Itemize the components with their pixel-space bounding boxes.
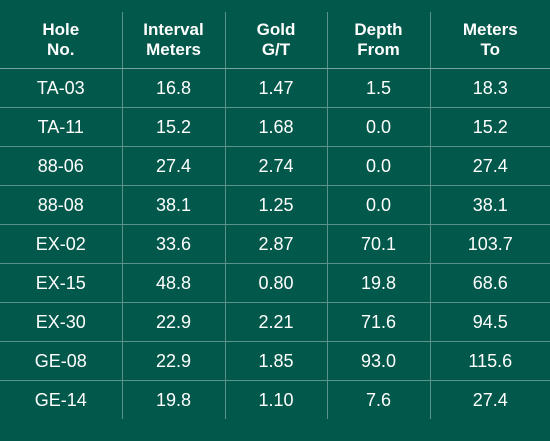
header-meters-to-line1: Meters [462, 20, 518, 39]
cell-meters-to: 94.5 [429, 302, 550, 342]
cell-depth-from: 0.0 [326, 185, 430, 225]
header-hole-no-line1: Hole [42, 20, 80, 39]
cell-hole-no: 88-06 [0, 146, 122, 186]
header-interval-meters-line1: Interval [143, 20, 204, 39]
cell-depth-from: 93.0 [326, 341, 430, 381]
cell-interval-meters: 16.8 [121, 68, 225, 108]
cell-interval-meters: 22.9 [121, 341, 225, 381]
cell-interval-meters: 38.1 [121, 185, 225, 225]
header-gold-gt: Gold G/T [224, 12, 327, 69]
cell-hole-no: TA-03 [0, 68, 122, 108]
table-row: EX-30 22.9 2.21 71.6 94.5 [0, 302, 550, 342]
cell-hole-no: EX-02 [0, 224, 122, 264]
table-row: GE-08 22.9 1.85 93.0 115.6 [0, 341, 550, 381]
cell-hole-no: TA-11 [0, 107, 122, 147]
cell-depth-from: 1.5 [326, 68, 430, 108]
cell-gold-gt: 2.87 [224, 224, 327, 264]
cell-interval-meters: 15.2 [121, 107, 225, 147]
cell-interval-meters: 27.4 [121, 146, 225, 186]
cell-gold-gt: 1.25 [224, 185, 327, 225]
cell-hole-no: GE-08 [0, 341, 122, 381]
cell-depth-from: 7.6 [326, 380, 430, 419]
table-row: 88-06 27.4 2.74 0.0 27.4 [0, 146, 550, 186]
cell-depth-from: 19.8 [326, 263, 430, 303]
table-row: EX-15 48.8 0.80 19.8 68.6 [0, 263, 550, 303]
header-depth-from-line1: Depth [354, 20, 403, 39]
header-gold-gt-line1: Gold [256, 20, 296, 39]
cell-hole-no: EX-30 [0, 302, 122, 342]
cell-meters-to: 68.6 [429, 263, 550, 303]
cell-gold-gt: 1.10 [224, 380, 327, 419]
cell-depth-from: 71.6 [326, 302, 430, 342]
cell-meters-to: 18.3 [429, 68, 550, 108]
table-row: GE-14 19.8 1.10 7.6 27.4 [0, 380, 550, 419]
cell-gold-gt: 2.74 [224, 146, 327, 186]
cell-depth-from: 70.1 [326, 224, 430, 264]
cell-gold-gt: 0.80 [224, 263, 327, 303]
cell-meters-to: 115.6 [429, 341, 550, 381]
cell-depth-from: 0.0 [326, 107, 430, 147]
header-gold-gt-line2: G/T [261, 40, 291, 59]
header-depth-from-line2: From [357, 40, 400, 59]
cell-meters-to: 15.2 [429, 107, 550, 147]
table-row: TA-03 16.8 1.47 1.5 18.3 [0, 68, 550, 108]
cell-hole-no: GE-14 [34, 389, 87, 410]
cell-meters-to: 103.7 [429, 224, 550, 264]
cell-gold-gt: 1.68 [224, 107, 327, 147]
cell-interval-meters: 19.8 [121, 380, 225, 419]
cell-hole-no: 88-08 [0, 185, 122, 225]
header-depth-from: Depth From [326, 12, 430, 69]
cell-gold-gt: 1.85 [224, 341, 327, 381]
table-body: TA-03 16.8 1.47 1.5 18.3 TA-11 15.2 1.68… [0, 68, 550, 419]
header-meters-to-line2: To [480, 40, 500, 59]
cell-depth-from: 0.0 [326, 146, 430, 186]
cell-interval-meters: 22.9 [121, 302, 225, 342]
table-row: TA-11 15.2 1.68 0.0 15.2 [0, 107, 550, 147]
header-hole-no: Hole No. [0, 12, 122, 69]
cell-gold-gt: 2.21 [224, 302, 327, 342]
header-meters-to: Meters To [429, 12, 550, 69]
header-row: Hole No. Interval Meters Gold G/T Depth … [0, 12, 550, 69]
header-interval-meters: Interval Meters [121, 12, 225, 69]
cell-meters-to: 38.1 [429, 185, 550, 225]
cell-hole-no: EX-15 [0, 263, 122, 303]
header-interval-meters-line2: Meters [146, 40, 201, 59]
table-row: 88-08 38.1 1.25 0.0 38.1 [0, 185, 550, 225]
cell-meters-to: 27.4 [429, 146, 550, 186]
cell-meters-to: 27.4 [429, 380, 550, 419]
table-row: EX-02 33.6 2.87 70.1 103.7 [0, 224, 550, 264]
drill-results-table: Hole No. Interval Meters Gold G/T Depth … [0, 12, 550, 419]
cell-interval-meters: 33.6 [121, 224, 225, 264]
cell-gold-gt: 1.47 [224, 68, 327, 108]
table-header: Hole No. Interval Meters Gold G/T Depth … [0, 12, 550, 69]
cell-interval-meters: 48.8 [121, 263, 225, 303]
header-hole-no-line2: No. [47, 40, 75, 59]
